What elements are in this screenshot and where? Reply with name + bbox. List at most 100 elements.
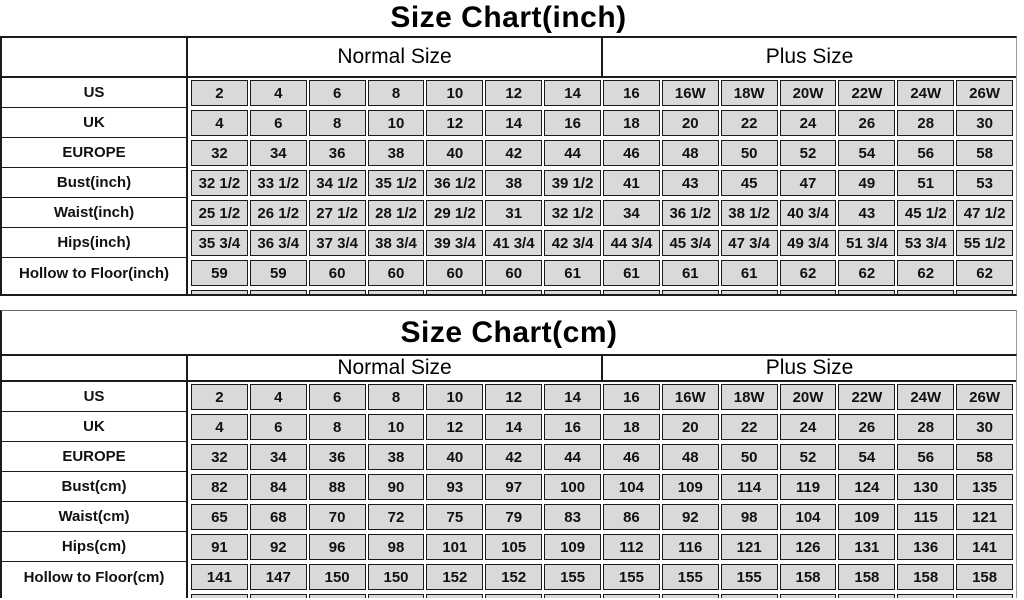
size-cell: 70	[308, 504, 366, 530]
empty-cell	[485, 290, 543, 294]
size-cell: 34	[249, 444, 307, 470]
table-row: 4 6 8 10 12 14 16 18 20 22 24 26 28 30	[190, 108, 1014, 138]
size-cell: 114	[720, 474, 778, 500]
size-cell: 29 1/2	[426, 200, 484, 226]
size-cell: 88	[308, 474, 366, 500]
table-body: US UK EUROPE Bust(cm) Waist(cm) Hips(cm) Hollo…	[2, 382, 1016, 598]
size-cell: 100	[544, 474, 602, 500]
column-group-header-row: Normal Size Plus Size	[2, 356, 1016, 382]
empty-cell	[838, 290, 896, 294]
size-cell: 8	[367, 80, 425, 106]
size-cell: 44 3/4	[603, 230, 660, 256]
size-cell: 51 3/4	[838, 230, 896, 256]
empty-cell	[249, 594, 307, 598]
size-cell: 12	[426, 414, 484, 440]
size-cell: 56	[897, 140, 955, 166]
size-cell: 4	[249, 384, 307, 410]
size-cell: 4	[191, 110, 248, 136]
empty-cell	[720, 594, 778, 598]
size-cell: 6	[249, 414, 307, 440]
size-cell: 105	[485, 534, 543, 560]
size-cell: 51	[897, 170, 955, 196]
empty-cell	[897, 594, 955, 598]
row-labels: US UK EUROPE Bust(cm) Waist(cm) Hips(cm) Hollo…	[2, 382, 188, 598]
size-cell: 45 1/2	[897, 200, 955, 226]
size-cell: 26 1/2	[249, 200, 307, 226]
size-cell: 136	[897, 534, 955, 560]
size-cell: 14	[485, 414, 543, 440]
size-cell: 33 1/2	[249, 170, 307, 196]
size-cell: 49	[838, 170, 896, 196]
size-cell: 119	[779, 474, 837, 500]
table-row: 59 59 60 60 60 60 61 61 61 61 62 62 62 62	[190, 258, 1014, 288]
size-cell: 61	[544, 260, 602, 286]
size-cell: 2	[191, 384, 248, 410]
size-cell: 62	[779, 260, 837, 286]
empty-cell	[485, 594, 543, 598]
size-cell: 41 3/4	[485, 230, 543, 256]
table-row: 35 3/4 36 3/4 37 3/4 38 3/4 39 3/4 41 3/4 42 3…	[190, 228, 1014, 258]
size-cell: 147	[249, 564, 307, 590]
size-cell: 47 3/4	[720, 230, 778, 256]
empty-cell	[191, 594, 248, 598]
size-cell: 18W	[720, 384, 778, 410]
size-cell: 131	[838, 534, 896, 560]
table-row: 141 147 150 150 152 152 155 155 155 155 158 158 158 1…	[190, 562, 1014, 592]
clipped-empty-row	[190, 592, 1014, 598]
size-cell: 62	[956, 260, 1014, 286]
size-cell: 53	[956, 170, 1014, 196]
size-cell: 20	[661, 414, 719, 440]
size-cell: 34	[249, 140, 307, 166]
size-cell: 28 1/2	[367, 200, 425, 226]
size-cell: 32 1/2	[544, 200, 602, 226]
size-cell: 20W	[779, 384, 837, 410]
size-cell: 150	[308, 564, 366, 590]
size-cell: 31	[485, 200, 543, 226]
row-label: UK	[2, 108, 186, 138]
size-cell: 45	[720, 170, 778, 196]
size-cell: 97	[485, 474, 543, 500]
size-cell: 16	[603, 80, 660, 106]
size-cell: 26W	[956, 80, 1014, 106]
size-cell: 38	[367, 140, 425, 166]
size-cell: 155	[603, 564, 660, 590]
size-cell: 22W	[838, 384, 896, 410]
size-cell: 86	[603, 504, 660, 530]
size-cell: 121	[720, 534, 778, 560]
size-cell: 72	[367, 504, 425, 530]
size-cell: 60	[426, 260, 484, 286]
size-cell: 58	[956, 444, 1014, 470]
row-label: Bust(inch)	[2, 168, 186, 198]
size-cell: 49 3/4	[779, 230, 837, 256]
size-cell: 62	[897, 260, 955, 286]
size-chart-cm-table: Normal Size Plus Size US UK EUROPE Bust(cm)…	[0, 354, 1017, 598]
size-cell: 40 3/4	[779, 200, 837, 226]
size-cell: 10	[367, 414, 425, 440]
size-cell: 35 3/4	[191, 230, 248, 256]
size-cell: 30	[956, 414, 1014, 440]
size-cell: 60	[367, 260, 425, 286]
size-cell: 50	[720, 444, 778, 470]
empty-cell	[544, 594, 602, 598]
size-cell: 135	[956, 474, 1014, 500]
size-chart-cm-title: Size Chart(cm)	[400, 315, 618, 349]
size-cell: 141	[191, 564, 248, 590]
size-cell: 130	[897, 474, 955, 500]
size-cell: 59	[191, 260, 248, 286]
size-cell: 8	[308, 110, 366, 136]
size-cell: 38	[367, 444, 425, 470]
row-label: Hips(inch)	[2, 228, 186, 258]
size-cell: 46	[603, 140, 660, 166]
column-group-header-row: Normal Size Plus Size	[2, 38, 1016, 78]
size-cell: 6	[249, 110, 307, 136]
size-cell: 36	[308, 444, 366, 470]
empty-cell	[779, 290, 837, 294]
size-cell: 35 1/2	[367, 170, 425, 196]
table-row: 65 68 70 72 75 79 83 86 92 98 104 109 115 121	[190, 502, 1014, 532]
size-cell: 43	[661, 170, 719, 196]
size-cell: 101	[426, 534, 484, 560]
size-cell: 16	[544, 110, 602, 136]
size-cell: 18	[603, 414, 660, 440]
data-grid: 2 4 6 8 10 12 14 16 16W 18W 20W 22W 24W 26W 4 6 8 10 12 14 1…	[188, 78, 1016, 294]
